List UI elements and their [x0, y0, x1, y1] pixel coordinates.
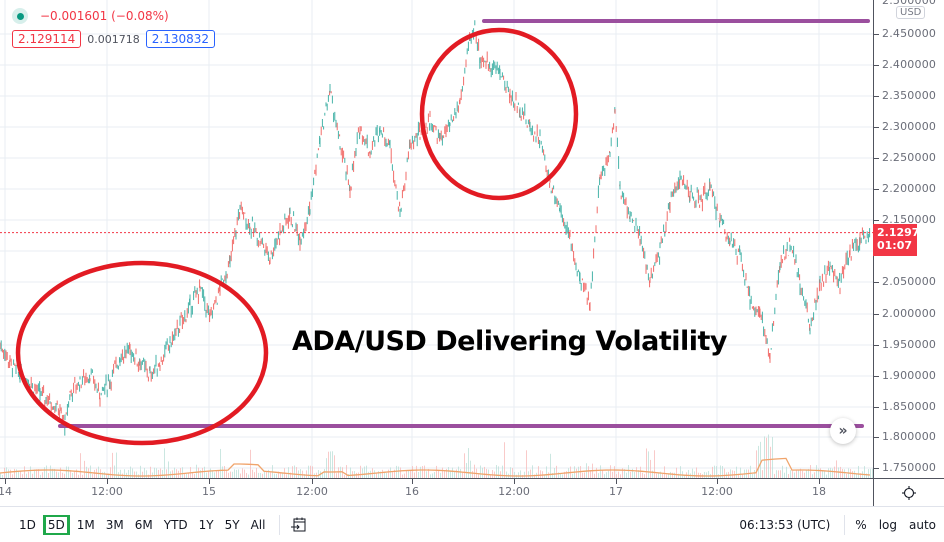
range-button-1d[interactable]: 1D	[15, 516, 40, 534]
chart-pane[interactable]: −0.001601 (−0.08%) 2.129114 0.001718 2.1…	[0, 0, 873, 478]
range-button-label: 5Y	[224, 517, 240, 532]
price-axis-label: 2.450000	[882, 27, 937, 40]
time-axis-label: 14	[0, 485, 12, 498]
time-axis-label: 12:00	[91, 485, 123, 498]
range-button-label: 5D	[45, 516, 67, 533]
utc-clock[interactable]: 06:13:53 (UTC)	[739, 517, 831, 532]
market-status-icon[interactable]	[12, 8, 28, 24]
volume-moving-average-line	[0, 457, 871, 477]
sell-price-button[interactable]: 2.129114	[12, 30, 82, 48]
price-axis-label: 2.000000	[882, 307, 937, 320]
annotation-circle-peak	[419, 27, 579, 201]
price-chart-svg	[0, 0, 873, 478]
price-axis-label: 1.750000	[882, 461, 937, 474]
price-axis-tick	[874, 220, 879, 221]
price-axis-tick	[874, 345, 879, 346]
price-axis-tick	[874, 314, 879, 315]
log-scale-toggle[interactable]: log	[878, 517, 897, 532]
price-axis-tick	[874, 127, 879, 128]
range-button-5d[interactable]: 5D	[42, 514, 70, 535]
price-axis-label: 2.050000	[882, 275, 937, 288]
price-axis-label: 2.350000	[882, 89, 937, 102]
time-axis-label: 12:00	[701, 485, 733, 498]
range-button-label: All	[250, 517, 266, 532]
time-axis-tick	[514, 479, 515, 484]
percent-scale-toggle[interactable]: %	[855, 517, 867, 532]
bottom-toolbar: 1D 5D 1M 3M 6M YTD 1Y 5Y All 06:13:53 (UTC) % lo…	[0, 506, 944, 542]
toolbar-divider	[844, 514, 846, 535]
range-button-label: YTD	[163, 517, 188, 532]
range-button-5y[interactable]: 5Y	[221, 516, 244, 534]
price-axis-tick	[874, 407, 879, 408]
scroll-to-realtime-button[interactable]: »	[830, 418, 856, 444]
auto-scale-toggle[interactable]: auto	[908, 517, 936, 532]
time-axis-tick	[412, 479, 413, 484]
range-button-1m[interactable]: 1M	[73, 516, 99, 534]
time-axis-tick	[819, 479, 820, 484]
annotation-circle-accumulation	[15, 260, 269, 446]
spread-value: 0.001718	[87, 32, 140, 46]
double-chevron-right-icon: »	[838, 423, 848, 439]
time-axis-label: 12:00	[296, 485, 328, 498]
price-axis-label: 2.250000	[882, 151, 937, 164]
price-axis-label: 2.300000	[882, 120, 937, 133]
range-button-label: 6M	[134, 517, 153, 532]
time-axis-tick	[717, 479, 718, 484]
price-axis-tick	[874, 158, 879, 159]
price-axis-tick	[874, 65, 879, 66]
price-candles	[0, 20, 871, 436]
price-axis-tick	[874, 437, 879, 438]
time-axis-label: 17	[609, 485, 623, 498]
range-button-6m[interactable]: 6M	[131, 516, 157, 534]
time-axis[interactable]: 14 12:00 15 12:00 16 12:00 17 12:00 18	[0, 478, 873, 506]
bar-countdown: 01:07	[877, 239, 913, 252]
price-axis-label: 2.500000	[882, 0, 937, 7]
range-button-3m[interactable]: 3M	[102, 516, 128, 534]
price-axis-label: 1.850000	[882, 400, 937, 413]
time-axis-label: 12:00	[498, 485, 530, 498]
buy-price-button[interactable]: 2.130832	[145, 30, 216, 48]
price-axis-tick	[874, 468, 879, 469]
range-button-ytd[interactable]: YTD	[160, 516, 192, 534]
range-button-1y[interactable]: 1Y	[195, 516, 218, 534]
price-change: −0.001601 (−0.08%)	[40, 9, 169, 23]
toolbar-divider	[279, 514, 281, 535]
price-axis-label: 1.950000	[882, 338, 937, 351]
time-axis-label: 15	[202, 485, 216, 498]
price-axis-label: 1.800000	[882, 430, 937, 443]
price-axis-tick	[874, 189, 879, 190]
price-axis-label: 2.400000	[882, 58, 937, 71]
date-range-group: 1D 5D 1M 3M 6M YTD 1Y 5Y All	[12, 514, 270, 535]
price-axis-tick	[874, 282, 879, 283]
time-axis-tick	[209, 479, 210, 484]
go-to-date-button[interactable]	[290, 516, 308, 534]
time-axis-label: 16	[405, 485, 419, 498]
last-price-label: 2.129713 01:07	[873, 224, 935, 256]
time-axis-label: 18	[812, 485, 826, 498]
grid-lines	[0, 0, 873, 478]
annotation-title: ADA/USD Delivering Volatility	[292, 326, 728, 357]
price-axis-label: 1.900000	[882, 369, 937, 382]
range-button-label: 1M	[76, 517, 95, 532]
time-axis-tick	[107, 479, 108, 484]
last-price-value: 2.129713	[877, 226, 935, 239]
price-axis-tick	[874, 96, 879, 97]
price-axis-label: 2.200000	[882, 182, 937, 195]
settings-gear-icon	[902, 485, 916, 500]
price-axis-tick	[874, 376, 879, 377]
time-axis-tick	[616, 479, 617, 484]
time-axis-tick	[5, 479, 6, 484]
currency-badge[interactable]: USD	[896, 6, 926, 19]
chart-settings-button[interactable]	[873, 478, 944, 506]
range-button-label: 3M	[105, 517, 124, 532]
range-button-label: 1Y	[198, 517, 214, 532]
time-axis-tick	[312, 479, 313, 484]
symbol-legend: −0.001601 (−0.08%) 2.129114 0.001718 2.1…	[12, 6, 216, 48]
price-axis-label: 2.150000	[882, 213, 937, 226]
calendar-goto-icon	[291, 517, 306, 531]
range-button-label: 1D	[19, 517, 36, 532]
range-button-all[interactable]: All	[247, 516, 270, 534]
price-axis-tick	[874, 34, 879, 35]
